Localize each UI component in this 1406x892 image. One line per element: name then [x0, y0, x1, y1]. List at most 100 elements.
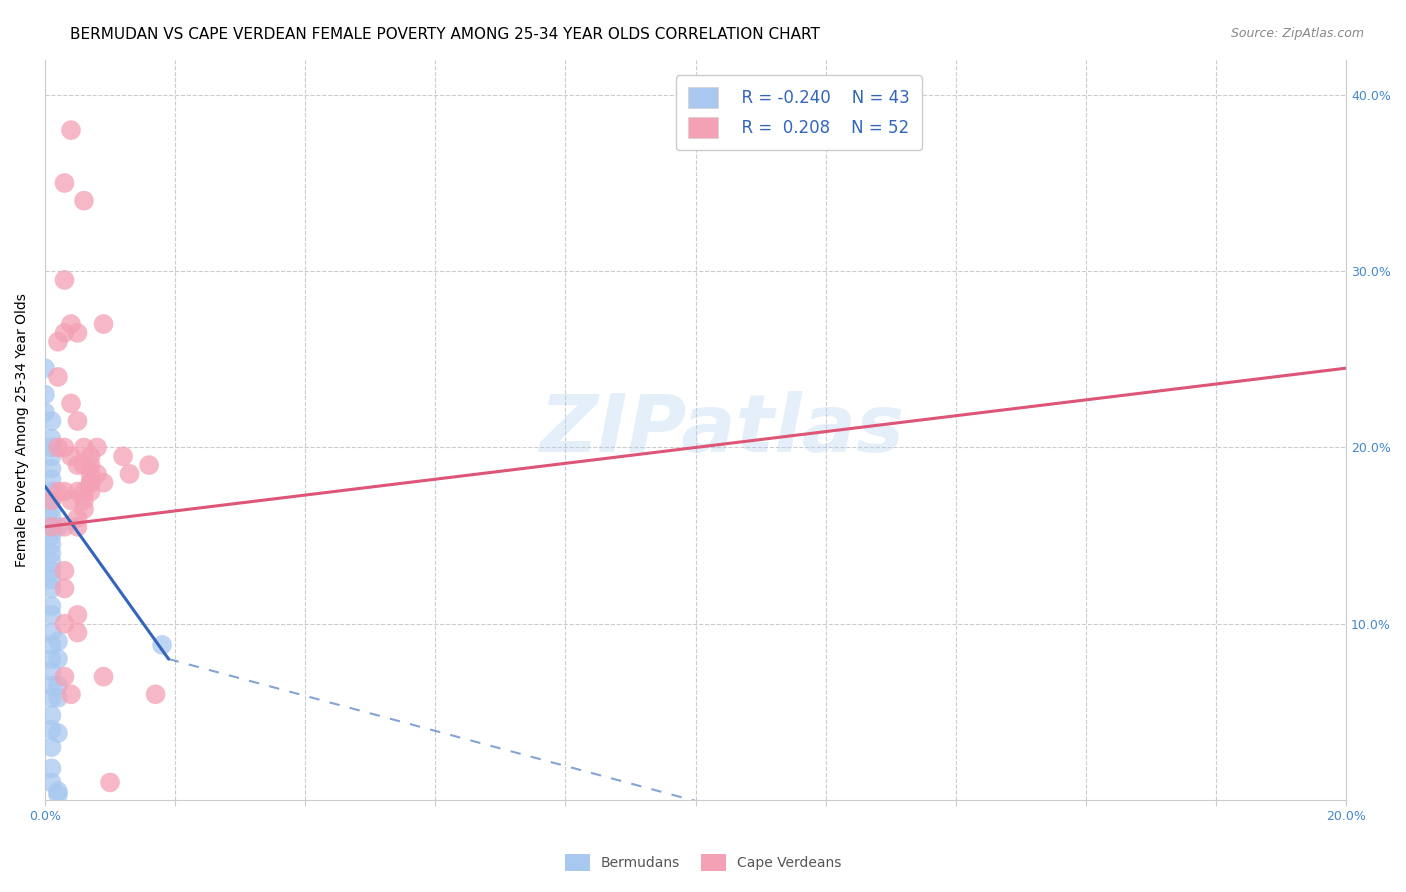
Text: ZIPatlas: ZIPatlas — [538, 391, 904, 469]
Legend:   R = -0.240    N = 43,   R =  0.208    N = 52: R = -0.240 N = 43, R = 0.208 N = 52 — [676, 75, 921, 150]
Point — [41, 546, 63, 560]
Point — [41, 740, 63, 755]
Point — [66, 458, 89, 472]
Point — [66, 414, 89, 428]
Point — [73, 458, 96, 472]
Point — [73, 493, 96, 508]
Point — [79, 475, 101, 490]
Point — [41, 441, 63, 455]
Point — [41, 493, 63, 508]
Point — [41, 775, 63, 789]
Point — [46, 334, 69, 349]
Point — [93, 317, 115, 331]
Point — [41, 582, 63, 596]
Point — [59, 450, 82, 464]
Point — [53, 326, 76, 340]
Point — [41, 502, 63, 516]
Point — [41, 761, 63, 775]
Point — [53, 670, 76, 684]
Point — [79, 458, 101, 472]
Point — [112, 450, 135, 464]
Legend: Bermudans, Cape Verdeans: Bermudans, Cape Verdeans — [560, 848, 846, 876]
Point — [66, 520, 89, 534]
Point — [46, 678, 69, 692]
Point — [86, 441, 108, 455]
Point — [53, 564, 76, 578]
Point — [41, 573, 63, 587]
Point — [46, 634, 69, 648]
Point — [46, 788, 69, 802]
Point — [41, 708, 63, 723]
Point — [41, 599, 63, 614]
Point — [53, 176, 76, 190]
Point — [41, 484, 63, 499]
Point — [79, 450, 101, 464]
Point — [73, 502, 96, 516]
Point — [41, 450, 63, 464]
Point — [66, 484, 89, 499]
Point — [79, 484, 101, 499]
Point — [41, 511, 63, 525]
Point — [59, 317, 82, 331]
Point — [34, 387, 56, 401]
Point — [46, 484, 69, 499]
Point — [46, 520, 69, 534]
Point — [41, 652, 63, 666]
Point — [73, 194, 96, 208]
Point — [59, 396, 82, 410]
Point — [138, 458, 160, 472]
Point — [53, 273, 76, 287]
Point — [46, 370, 69, 384]
Point — [93, 475, 115, 490]
Point — [53, 582, 76, 596]
Point — [41, 520, 63, 534]
Point — [41, 723, 63, 737]
Point — [41, 638, 63, 652]
Point — [53, 616, 76, 631]
Point — [53, 441, 76, 455]
Point — [73, 441, 96, 455]
Point — [86, 467, 108, 481]
Point — [118, 467, 141, 481]
Point — [41, 690, 63, 705]
Point — [41, 520, 63, 534]
Y-axis label: Female Poverty Among 25-34 Year Olds: Female Poverty Among 25-34 Year Olds — [15, 293, 30, 566]
Point — [53, 484, 76, 499]
Point — [79, 467, 101, 481]
Point — [41, 665, 63, 679]
Text: BERMUDAN VS CAPE VERDEAN FEMALE POVERTY AMONG 25-34 YEAR OLDS CORRELATION CHART: BERMUDAN VS CAPE VERDEAN FEMALE POVERTY … — [70, 27, 820, 42]
Point — [98, 775, 121, 789]
Point — [59, 123, 82, 137]
Point — [66, 625, 89, 640]
Point — [73, 484, 96, 499]
Point — [34, 405, 56, 419]
Point — [59, 687, 82, 701]
Point — [41, 472, 63, 486]
Point — [46, 784, 69, 798]
Point — [150, 638, 173, 652]
Point — [41, 461, 63, 475]
Point — [46, 690, 69, 705]
Point — [41, 528, 63, 542]
Point — [59, 493, 82, 508]
Point — [66, 511, 89, 525]
Point — [46, 726, 69, 740]
Point — [41, 564, 63, 578]
Point — [41, 414, 63, 428]
Point — [53, 520, 76, 534]
Point — [41, 678, 63, 692]
Point — [34, 361, 56, 376]
Point — [41, 555, 63, 569]
Text: Source: ZipAtlas.com: Source: ZipAtlas.com — [1230, 27, 1364, 40]
Point — [41, 432, 63, 446]
Point — [79, 475, 101, 490]
Point — [46, 441, 69, 455]
Point — [66, 607, 89, 622]
Point — [41, 493, 63, 508]
Point — [41, 537, 63, 551]
Point — [145, 687, 167, 701]
Point — [41, 625, 63, 640]
Point — [66, 326, 89, 340]
Point — [93, 670, 115, 684]
Point — [46, 652, 69, 666]
